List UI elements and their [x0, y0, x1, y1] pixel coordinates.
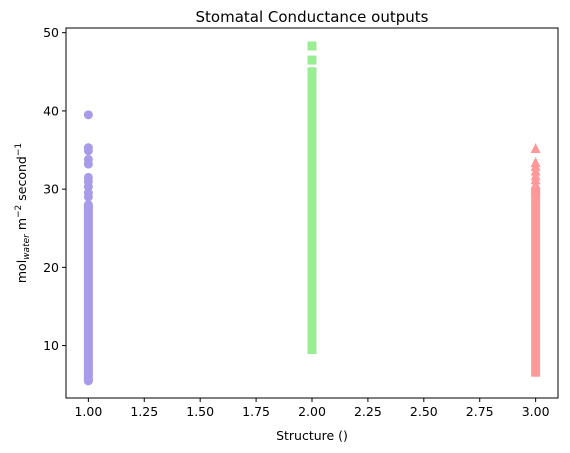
y-label-after: second	[14, 156, 29, 205]
x-tick-label: 3.00	[522, 404, 550, 419]
y-label-base: mol	[14, 260, 29, 283]
x-axis-label: Structure ()	[276, 428, 348, 443]
x-tick-label: 1.75	[242, 404, 270, 419]
series-2-point	[307, 90, 317, 100]
y-axis-label: molwater m−2 second−1	[14, 143, 32, 283]
x-tick-label: 2.00	[298, 404, 326, 419]
series-2-point	[307, 55, 317, 65]
series-1-point	[83, 172, 93, 182]
series-2-point	[307, 84, 317, 94]
series-1-point	[83, 376, 93, 386]
scatter-markers	[83, 41, 541, 386]
x-tick-label: 1.50	[186, 404, 214, 419]
y-label-middle: m	[14, 218, 29, 234]
series-3-point	[530, 157, 541, 168]
x-tick-label: 2.50	[410, 404, 438, 419]
series-1-point	[83, 154, 93, 164]
y-label-superscript-1: −2	[14, 205, 24, 218]
series-2-dense-band	[307, 98, 317, 355]
series-1-point	[83, 143, 93, 153]
x-axis-ticks: 1.00 1.25 1.50 1.75 2.00 2.25 2.50 2.75 3.00	[74, 398, 550, 419]
series-1-point	[83, 362, 93, 372]
y-label-subscript: water	[22, 233, 32, 260]
y-axis-ticks: 10 20 30 40 50	[43, 25, 66, 353]
series-2-point	[307, 67, 317, 77]
x-tick-label: 2.75	[466, 404, 494, 419]
series-1-point	[83, 188, 93, 198]
y-tick-label: 20	[43, 260, 59, 275]
y-tick-label: 10	[43, 338, 59, 353]
x-tick-label: 2.25	[354, 404, 382, 419]
series-1-point	[83, 110, 93, 120]
y-label-superscript-2: −1	[14, 143, 24, 156]
series-2-point	[307, 79, 317, 89]
x-tick-label: 1.00	[74, 404, 102, 419]
y-tick-label: 50	[43, 25, 59, 40]
series-1-dense-band	[83, 200, 93, 386]
series-3-point	[530, 142, 541, 153]
series-3-dense-band	[531, 188, 541, 377]
series-2-point	[307, 73, 317, 83]
y-tick-label: 40	[43, 103, 59, 118]
x-tick-label: 1.25	[130, 404, 158, 419]
series-2-point	[307, 41, 317, 51]
chart-title: Stomatal Conductance outputs	[196, 8, 429, 26]
y-tick-label: 30	[43, 182, 59, 197]
